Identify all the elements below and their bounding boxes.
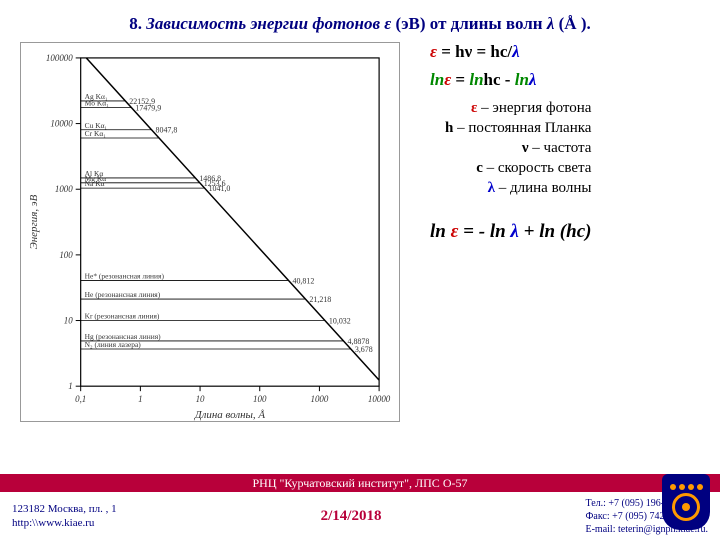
title-lam: λ [547,14,555,33]
footer: 123182 Москва, пл. , 1 http:\\www.kiae.r… [0,492,720,540]
formula-2: lnε = lnhc - lnλ [430,70,591,90]
definition-text: – длина волны [495,180,591,196]
f2-hc: hc - [484,70,515,89]
svg-text:1000: 1000 [310,394,328,404]
footer-date: 2/14/2018 [321,508,382,525]
svg-text:Энергия, эВ: Энергия, эВ [28,194,40,249]
f2-ln: ln [430,70,444,89]
svg-text:21,218: 21,218 [309,295,331,304]
footer-addr2: http:\\www.kiae.ru [12,516,117,530]
svg-text:8047,8: 8047,8 [156,126,178,135]
svg-text:10000: 10000 [50,119,73,129]
ff-ln1: ln [430,221,451,242]
definition-text: – скорость света [483,160,592,176]
svg-text:0,1: 0,1 [75,394,86,404]
ff-eq: = - [458,221,489,242]
photon-energy-chart: 0,1110100100010000Длина волны, Å11010010… [20,42,400,422]
title-text-c: (Å ). [559,14,591,33]
ff-lam: λ [510,221,518,242]
f2-ln3: ln [515,70,529,89]
ff-ln3: ln ( [539,221,566,242]
svg-text:Cr Kα₁: Cr Kα₁ [85,129,107,138]
svg-text:He* (резонансная линия): He* (резонансная линия) [85,271,165,280]
definition-row: ε – энергия фотона [430,100,591,117]
f2-ln2: ln [469,70,483,89]
svg-text:Mo Kα₁: Mo Kα₁ [85,99,110,108]
svg-text:10,032: 10,032 [329,316,351,325]
svg-text:1041,0: 1041,0 [209,184,231,193]
ff-ln2: ln [490,221,511,242]
definition-text: – постоянная Планка [453,120,591,136]
svg-text:40,812: 40,812 [292,276,314,285]
footer-band: РНЦ "Курчатовский институт", ЛПС О-57 [0,474,720,492]
svg-text:Na Kα: Na Kα [85,179,105,188]
svg-text:1: 1 [68,381,72,391]
svg-text:100: 100 [59,250,73,260]
title-text-b: (эВ) от длины волн [396,14,543,33]
svg-text:100: 100 [253,394,267,404]
svg-text:He (резонансная линия): He (резонансная линия) [85,290,161,299]
svg-text:Длина волны, Å: Длина волны, Å [194,409,266,421]
definition-row: c – скорость света [430,160,591,177]
definition-symbol: c [476,160,483,176]
formula-1: ε = hν = hc/λ [430,42,591,62]
definition-row: ν – частота [430,140,591,157]
f1-eps: ε [430,42,437,61]
final-formula: ln ε = - ln λ + ln (hc) [430,221,591,243]
f2-eq: = [451,70,469,89]
title-number: 8. [129,14,142,33]
svg-text:10: 10 [64,316,73,326]
svg-text:10: 10 [196,394,205,404]
definition-symbol: ν [522,140,529,156]
institute-logo [662,474,710,530]
ff-hc: hc) [566,221,591,242]
svg-text:3,678: 3,678 [355,345,373,354]
svg-text:10000: 10000 [368,394,391,404]
definition-row: h – постоянная Планка [430,120,591,137]
page-title: 8. Зависимость энергии фотонов ε (эВ) от… [0,0,720,42]
footer-addr1: 123182 Москва, пл. , 1 [12,502,117,516]
formula-panel: ε = hν = hc/λ lnε = lnhc - lnλ ε – энерг… [400,42,591,422]
f2-lam: λ [529,70,537,89]
title-eps: ε [384,14,391,33]
definition-text: – энергия фотона [477,100,591,116]
definition-symbol: λ [488,180,495,196]
f1-lam: λ [512,42,520,61]
svg-text:Kr (резонансная линия): Kr (резонансная линия) [85,311,160,320]
f1-eq: = hν = hc/ [437,42,512,61]
definition-row: λ – длина волны [430,180,591,197]
svg-text:1: 1 [138,394,142,404]
svg-text:100000: 100000 [46,53,73,63]
title-text-a: Зависимость энергии фотонов [146,14,380,33]
ff-plus: + [519,221,539,242]
definitions: ε – энергия фотона h – постоянная Планка ν… [430,100,591,197]
footer-address: 123182 Москва, пл. , 1 http:\\www.kiae.r… [12,502,117,531]
definition-text: – частота [529,140,592,156]
svg-text:1000: 1000 [55,184,73,194]
svg-text:17479,9: 17479,9 [135,104,161,113]
svg-text:N₂ (линия лазера): N₂ (линия лазера) [85,340,142,349]
